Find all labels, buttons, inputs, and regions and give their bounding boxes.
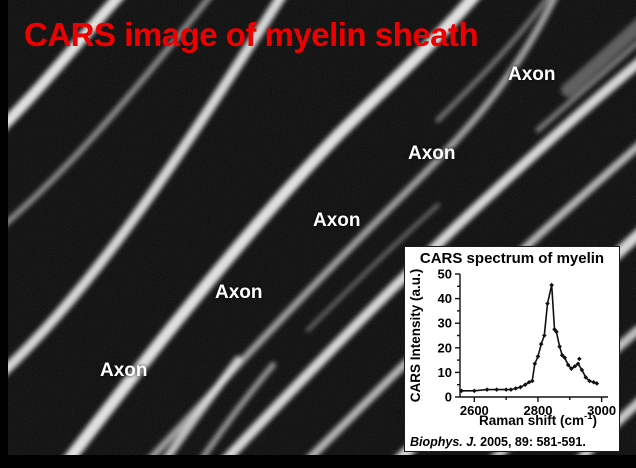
svg-text:10: 10 — [438, 365, 452, 380]
slide-title: CARS image of myelin sheath — [24, 16, 479, 53]
chart-tick-labels: 2600 2800 3000 0 10 20 30 40 50 — [438, 267, 616, 418]
chart-ylabel: CARS Intensity (a.u.) — [408, 269, 423, 403]
axon-label-3: Axon — [313, 210, 361, 231]
chart-outlier-point — [577, 356, 582, 362]
chart-axes — [455, 273, 608, 402]
spectrum-inset-panel: CARS spectrum of myelin 2600 2800 3000 0 10 2… — [404, 246, 620, 452]
cars-spectrum-chart: 2600 2800 3000 0 10 20 30 40 50 CARS Intensity (a… — [408, 267, 616, 428]
axon-label-1: Axon — [508, 64, 556, 85]
chart-xlabel: Raman shift (cm-1) — [479, 411, 597, 428]
svg-text:50: 50 — [438, 267, 452, 282]
chart-title: CARS spectrum of myelin — [419, 250, 605, 267]
svg-text:2800: 2800 — [524, 403, 553, 418]
svg-text:3000: 3000 — [587, 403, 616, 418]
svg-text:40: 40 — [438, 291, 452, 306]
svg-text:30: 30 — [438, 316, 452, 331]
citation-rest: 2005, 89: 581-591. — [476, 435, 586, 449]
chart-series-line — [461, 284, 598, 392]
axon-label-4: Axon — [215, 282, 263, 303]
svg-text:20: 20 — [438, 340, 452, 355]
chart-markers — [459, 282, 600, 394]
citation-journal: Biophys. J. — [410, 435, 477, 449]
axon-label-2: Axon — [408, 143, 456, 164]
citation: Biophys. J. 2005, 89: 581-591. — [410, 435, 586, 449]
svg-text:0: 0 — [445, 390, 452, 405]
axon-label-5: Axon — [100, 360, 148, 381]
svg-text:2600: 2600 — [460, 403, 489, 418]
